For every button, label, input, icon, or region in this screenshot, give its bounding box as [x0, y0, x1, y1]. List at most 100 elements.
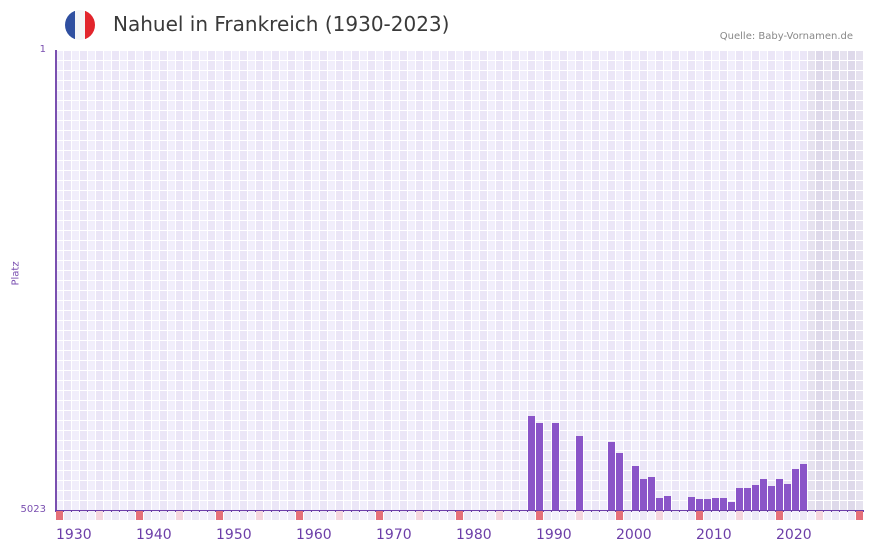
- grid-cell: [504, 281, 511, 290]
- grid-cell: [104, 91, 111, 100]
- x-axis-line: [55, 510, 864, 512]
- grid-cell: [816, 491, 823, 500]
- year-marker: [472, 511, 479, 520]
- grid-cell: [720, 411, 727, 420]
- grid-cell: [736, 321, 743, 330]
- grid-cell: [704, 441, 711, 450]
- bar-2005[interactable]: [656, 497, 663, 510]
- bar-2012[interactable]: [712, 497, 719, 510]
- grid-cell: [384, 191, 391, 200]
- grid-cell: [704, 251, 711, 260]
- grid-cell: [312, 181, 319, 190]
- grid-cell: [128, 501, 135, 510]
- grid-cell: [656, 231, 663, 240]
- bar-1990[interactable]: [536, 422, 543, 510]
- grid-cell: [216, 61, 223, 70]
- grid-cell: [104, 141, 111, 150]
- grid-cell: [672, 461, 679, 470]
- grid-cell: [424, 271, 431, 280]
- grid-cell: [328, 351, 335, 360]
- grid-cell: [104, 481, 111, 490]
- grid-cell: [320, 501, 327, 510]
- grid-cell: [200, 421, 207, 430]
- grid-cell: [392, 231, 399, 240]
- grid-cell: [144, 311, 151, 320]
- year-marker: [672, 511, 679, 520]
- grid-cell: [424, 321, 431, 330]
- grid-cell: [608, 261, 615, 270]
- year-marker: [840, 511, 847, 520]
- grid-cell: [496, 81, 503, 90]
- bar-2004[interactable]: [648, 476, 655, 510]
- grid-cell: [72, 121, 79, 130]
- grid-cell: [824, 221, 831, 230]
- grid-cell: [168, 461, 175, 470]
- grid-cell: [96, 51, 103, 60]
- grid-cell: [744, 431, 751, 440]
- grid-cell: [816, 101, 823, 110]
- bar-2021[interactable]: [784, 483, 791, 510]
- bar-2018[interactable]: [760, 478, 767, 510]
- grid-cell: [264, 71, 271, 80]
- grid-cell: [832, 301, 839, 310]
- bar-2003[interactable]: [640, 478, 647, 510]
- grid-cell: [736, 91, 743, 100]
- bar-2000[interactable]: [616, 452, 623, 510]
- grid-cell: [232, 261, 239, 270]
- grid-cell: [528, 261, 535, 270]
- grid-cell: [128, 361, 135, 370]
- grid-cell: [376, 391, 383, 400]
- grid-cell: [704, 491, 711, 500]
- grid-cell: [416, 481, 423, 490]
- grid-cell: [392, 301, 399, 310]
- grid-cell: [248, 61, 255, 70]
- grid-cell: [592, 451, 599, 460]
- bar-2009[interactable]: [688, 496, 695, 510]
- bar-2013[interactable]: [720, 497, 727, 510]
- bar-2014[interactable]: [728, 501, 735, 510]
- grid-cell: [192, 501, 199, 510]
- grid-cell: [464, 111, 471, 120]
- year-marker: [736, 511, 743, 520]
- bar-2006[interactable]: [664, 495, 671, 510]
- grid-cell: [56, 501, 63, 510]
- bar-1999[interactable]: [608, 441, 615, 510]
- grid-cell: [760, 301, 767, 310]
- grid-cell: [824, 321, 831, 330]
- bar-2010[interactable]: [696, 498, 703, 510]
- grid-cell: [200, 251, 207, 260]
- bar-1989[interactable]: [528, 415, 535, 510]
- bar-2017[interactable]: [752, 484, 759, 510]
- bar-2015[interactable]: [736, 487, 743, 510]
- bar-1995[interactable]: [576, 435, 583, 510]
- grid-cell: [376, 361, 383, 370]
- grid-cell: [448, 251, 455, 260]
- grid-cell: [104, 231, 111, 240]
- bar-2016[interactable]: [744, 487, 751, 510]
- grid-cell: [64, 411, 71, 420]
- bar-2022[interactable]: [792, 468, 799, 510]
- grid-cell: [776, 81, 783, 90]
- bar-2011[interactable]: [704, 498, 711, 510]
- grid-cell: [760, 201, 767, 210]
- grid-cell: [168, 481, 175, 490]
- grid-cell: [336, 281, 343, 290]
- grid-cell: [256, 281, 263, 290]
- year-marker: [824, 511, 831, 520]
- bar-2019[interactable]: [768, 485, 775, 510]
- bar-2002[interactable]: [632, 465, 639, 510]
- bar-2020[interactable]: [776, 478, 783, 510]
- bar-2023[interactable]: [800, 463, 807, 510]
- grid-cell: [264, 261, 271, 270]
- grid-cell: [720, 271, 727, 280]
- bar-1992[interactable]: [552, 422, 559, 510]
- grid-cell: [72, 171, 79, 180]
- grid-cell: [304, 371, 311, 380]
- grid-cell: [96, 481, 103, 490]
- grid-cell: [296, 191, 303, 200]
- grid-cell: [184, 51, 191, 60]
- grid-cell: [240, 351, 247, 360]
- grid-cell: [312, 241, 319, 250]
- grid-cell: [152, 421, 159, 430]
- grid-cell: [624, 341, 631, 350]
